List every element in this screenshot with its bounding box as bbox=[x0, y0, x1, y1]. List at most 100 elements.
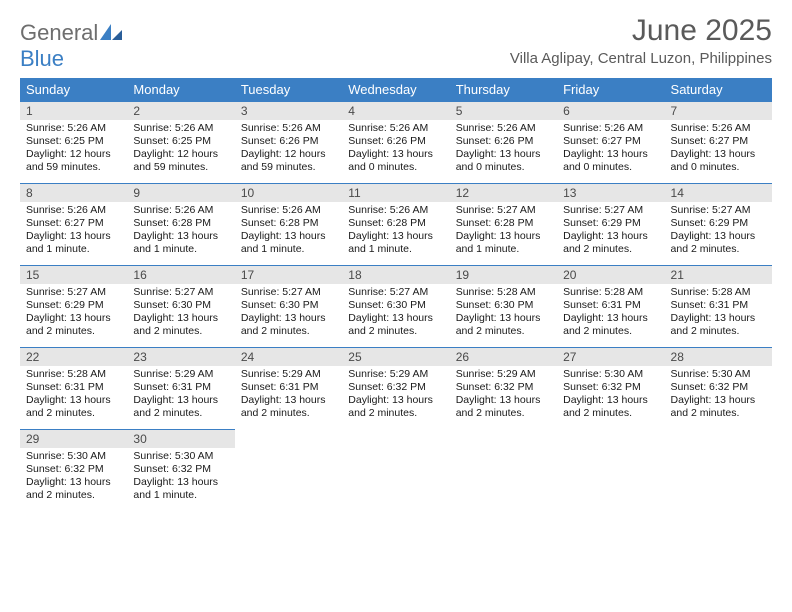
day-line: Sunset: 6:26 PM bbox=[241, 135, 336, 148]
day-line: Daylight: 13 hours bbox=[671, 148, 766, 161]
day-line: and 1 minute. bbox=[348, 243, 443, 256]
day-line: Sunset: 6:29 PM bbox=[26, 299, 121, 312]
day-number: 22 bbox=[20, 347, 127, 366]
day-line: Sunrise: 5:28 AM bbox=[563, 286, 658, 299]
day-line: Sunset: 6:28 PM bbox=[456, 217, 551, 230]
day-details: Sunrise: 5:27 AMSunset: 6:29 PMDaylight:… bbox=[20, 284, 127, 343]
day-line: Sunset: 6:27 PM bbox=[563, 135, 658, 148]
day-line: Daylight: 13 hours bbox=[456, 394, 551, 407]
day-number: 11 bbox=[342, 183, 449, 202]
calendar-week-row: 8Sunrise: 5:26 AMSunset: 6:27 PMDaylight… bbox=[20, 183, 772, 265]
calendar-cell: 28Sunrise: 5:30 AMSunset: 6:32 PMDayligh… bbox=[665, 347, 772, 429]
day-number: 2 bbox=[127, 101, 234, 120]
day-line: Sunset: 6:26 PM bbox=[456, 135, 551, 148]
day-line: Daylight: 13 hours bbox=[241, 230, 336, 243]
day-details: Sunrise: 5:27 AMSunset: 6:30 PMDaylight:… bbox=[127, 284, 234, 343]
day-line: and 1 minute. bbox=[26, 243, 121, 256]
day-line: and 1 minute. bbox=[241, 243, 336, 256]
calendar-cell: 11Sunrise: 5:26 AMSunset: 6:28 PMDayligh… bbox=[342, 183, 449, 265]
day-details: Sunrise: 5:27 AMSunset: 6:30 PMDaylight:… bbox=[235, 284, 342, 343]
day-line: Daylight: 13 hours bbox=[133, 312, 228, 325]
logo-word1: General bbox=[20, 20, 98, 45]
day-details: Sunrise: 5:26 AMSunset: 6:27 PMDaylight:… bbox=[20, 202, 127, 261]
calendar-cell: 13Sunrise: 5:27 AMSunset: 6:29 PMDayligh… bbox=[557, 183, 664, 265]
logo-word2: Blue bbox=[20, 46, 64, 71]
calendar-cell: 7Sunrise: 5:26 AMSunset: 6:27 PMDaylight… bbox=[665, 101, 772, 183]
day-details: Sunrise: 5:26 AMSunset: 6:26 PMDaylight:… bbox=[342, 120, 449, 179]
day-line: Daylight: 12 hours bbox=[26, 148, 121, 161]
day-line: Sunrise: 5:26 AM bbox=[563, 122, 658, 135]
calendar-cell bbox=[342, 429, 449, 511]
day-line: Sunset: 6:26 PM bbox=[348, 135, 443, 148]
day-line: Sunset: 6:32 PM bbox=[348, 381, 443, 394]
day-number: 21 bbox=[665, 265, 772, 284]
day-line: Sunrise: 5:29 AM bbox=[348, 368, 443, 381]
day-details: Sunrise: 5:26 AMSunset: 6:28 PMDaylight:… bbox=[127, 202, 234, 261]
calendar-cell: 29Sunrise: 5:30 AMSunset: 6:32 PMDayligh… bbox=[20, 429, 127, 511]
day-line: Sunset: 6:30 PM bbox=[456, 299, 551, 312]
day-details: Sunrise: 5:30 AMSunset: 6:32 PMDaylight:… bbox=[557, 366, 664, 425]
day-details: Sunrise: 5:29 AMSunset: 6:32 PMDaylight:… bbox=[342, 366, 449, 425]
calendar-cell: 10Sunrise: 5:26 AMSunset: 6:28 PMDayligh… bbox=[235, 183, 342, 265]
day-line: Daylight: 12 hours bbox=[133, 148, 228, 161]
day-details: Sunrise: 5:29 AMSunset: 6:31 PMDaylight:… bbox=[127, 366, 234, 425]
calendar-cell: 5Sunrise: 5:26 AMSunset: 6:26 PMDaylight… bbox=[450, 101, 557, 183]
day-details: Sunrise: 5:28 AMSunset: 6:31 PMDaylight:… bbox=[20, 366, 127, 425]
day-number: 24 bbox=[235, 347, 342, 366]
day-number: 5 bbox=[450, 101, 557, 120]
day-line: Sunset: 6:32 PM bbox=[133, 463, 228, 476]
day-line: and 59 minutes. bbox=[133, 161, 228, 174]
day-line: Sunrise: 5:29 AM bbox=[241, 368, 336, 381]
day-line: Daylight: 13 hours bbox=[563, 148, 658, 161]
day-number: 23 bbox=[127, 347, 234, 366]
day-line: Sunrise: 5:26 AM bbox=[26, 204, 121, 217]
day-line: Sunrise: 5:29 AM bbox=[133, 368, 228, 381]
calendar-cell: 22Sunrise: 5:28 AMSunset: 6:31 PMDayligh… bbox=[20, 347, 127, 429]
calendar-cell: 25Sunrise: 5:29 AMSunset: 6:32 PMDayligh… bbox=[342, 347, 449, 429]
day-number: 1 bbox=[20, 101, 127, 120]
calendar-cell: 14Sunrise: 5:27 AMSunset: 6:29 PMDayligh… bbox=[665, 183, 772, 265]
weekday-header: Monday bbox=[127, 78, 234, 101]
calendar-cell: 16Sunrise: 5:27 AMSunset: 6:30 PMDayligh… bbox=[127, 265, 234, 347]
calendar-cell: 26Sunrise: 5:29 AMSunset: 6:32 PMDayligh… bbox=[450, 347, 557, 429]
weekday-header: Tuesday bbox=[235, 78, 342, 101]
day-details: Sunrise: 5:28 AMSunset: 6:31 PMDaylight:… bbox=[557, 284, 664, 343]
day-line: and 1 minute. bbox=[133, 489, 228, 502]
day-line: Sunset: 6:31 PM bbox=[133, 381, 228, 394]
day-line: Sunset: 6:30 PM bbox=[241, 299, 336, 312]
day-details: Sunrise: 5:26 AMSunset: 6:26 PMDaylight:… bbox=[450, 120, 557, 179]
day-details: Sunrise: 5:26 AMSunset: 6:27 PMDaylight:… bbox=[557, 120, 664, 179]
logo-sail-icon bbox=[100, 24, 122, 45]
calendar-cell: 8Sunrise: 5:26 AMSunset: 6:27 PMDaylight… bbox=[20, 183, 127, 265]
day-line: Daylight: 13 hours bbox=[26, 394, 121, 407]
day-number: 26 bbox=[450, 347, 557, 366]
day-line: and 59 minutes. bbox=[241, 161, 336, 174]
weekday-header-row: Sunday Monday Tuesday Wednesday Thursday… bbox=[20, 78, 772, 101]
day-line: Sunrise: 5:26 AM bbox=[671, 122, 766, 135]
day-line: Sunrise: 5:29 AM bbox=[456, 368, 551, 381]
day-details: Sunrise: 5:26 AMSunset: 6:25 PMDaylight:… bbox=[127, 120, 234, 179]
day-line: Daylight: 13 hours bbox=[348, 394, 443, 407]
calendar-cell bbox=[450, 429, 557, 511]
logo-text: General Blue bbox=[20, 20, 122, 72]
day-line: Daylight: 13 hours bbox=[26, 476, 121, 489]
day-number: 16 bbox=[127, 265, 234, 284]
day-line: Sunrise: 5:27 AM bbox=[133, 286, 228, 299]
day-line: Sunrise: 5:26 AM bbox=[348, 122, 443, 135]
day-details: Sunrise: 5:26 AMSunset: 6:25 PMDaylight:… bbox=[20, 120, 127, 179]
day-number: 7 bbox=[665, 101, 772, 120]
day-line: Daylight: 13 hours bbox=[241, 394, 336, 407]
day-line: Daylight: 13 hours bbox=[456, 230, 551, 243]
day-line: and 1 minute. bbox=[456, 243, 551, 256]
calendar-table: Sunday Monday Tuesday Wednesday Thursday… bbox=[20, 78, 772, 511]
day-details: Sunrise: 5:27 AMSunset: 6:29 PMDaylight:… bbox=[665, 202, 772, 261]
calendar-cell: 12Sunrise: 5:27 AMSunset: 6:28 PMDayligh… bbox=[450, 183, 557, 265]
day-line: Sunset: 6:32 PM bbox=[671, 381, 766, 394]
day-line: Sunrise: 5:27 AM bbox=[456, 204, 551, 217]
calendar-cell bbox=[557, 429, 664, 511]
day-line: and 2 minutes. bbox=[348, 407, 443, 420]
day-line: and 2 minutes. bbox=[671, 243, 766, 256]
day-line: Sunrise: 5:26 AM bbox=[241, 204, 336, 217]
day-line: Sunset: 6:29 PM bbox=[671, 217, 766, 230]
day-number: 9 bbox=[127, 183, 234, 202]
